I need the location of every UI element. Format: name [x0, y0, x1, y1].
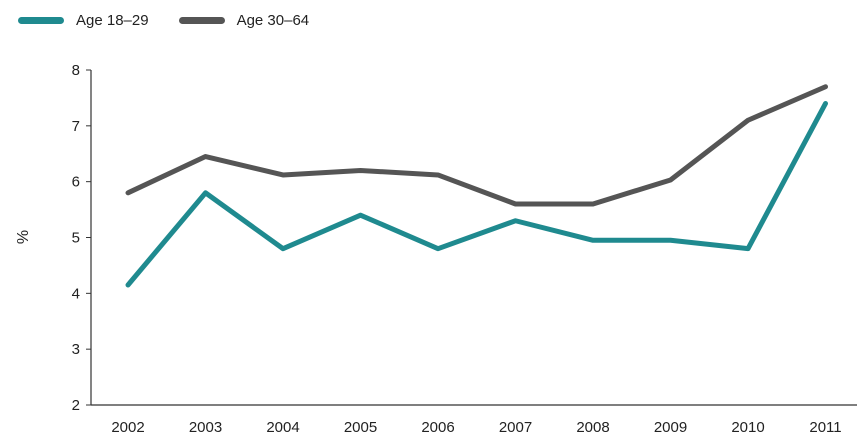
- y-tick-label: 7: [72, 118, 80, 135]
- series-lines: [125, 84, 828, 288]
- x-tick-label: 2007: [499, 419, 532, 436]
- x-tick-labels: 2002 2003 2004 2005 2006 2007 2008 2009 2010 2011: [111, 419, 841, 436]
- x-tick-label: 2008: [576, 419, 609, 436]
- x-tick-label: 2005: [344, 419, 377, 436]
- y-tick-labels: 2 3 4 5 6 7 8: [72, 62, 91, 414]
- legend-swatch-age-30-64: [178, 16, 225, 24]
- x-tick-label: 2009: [654, 419, 687, 436]
- x-tick-label: 2010: [731, 419, 764, 436]
- legend-swatch-age-18-29: [18, 16, 64, 24]
- y-tick-label: 3: [72, 341, 80, 358]
- series-line-age-18-29: [125, 101, 828, 288]
- y-axis-title: %: [15, 230, 32, 244]
- legend: Age 18–29 Age 30–64: [18, 8, 339, 32]
- y-tick-label: 8: [72, 62, 80, 79]
- y-tick-label: 5: [72, 230, 80, 247]
- series-line-age-30-64: [125, 84, 828, 207]
- y-tick-label: 2: [72, 397, 80, 414]
- x-tick-label: 2011: [809, 419, 841, 436]
- legend-item-age-18-29: Age 18–29: [18, 12, 149, 29]
- legend-label-age-30-64: Age 30–64: [236, 11, 310, 29]
- y-tick-label: 6: [72, 174, 80, 191]
- legend-item-age-30-64: Age 30–64: [178, 11, 310, 29]
- x-tick-label: 2006: [421, 419, 454, 436]
- y-tick-label: 4: [72, 285, 80, 302]
- x-tick-label: 2002: [111, 419, 144, 436]
- x-tick-label: 2003: [189, 419, 222, 436]
- legend-label-age-18-29: Age 18–29: [76, 11, 149, 29]
- x-tick-label: 2004: [266, 419, 299, 436]
